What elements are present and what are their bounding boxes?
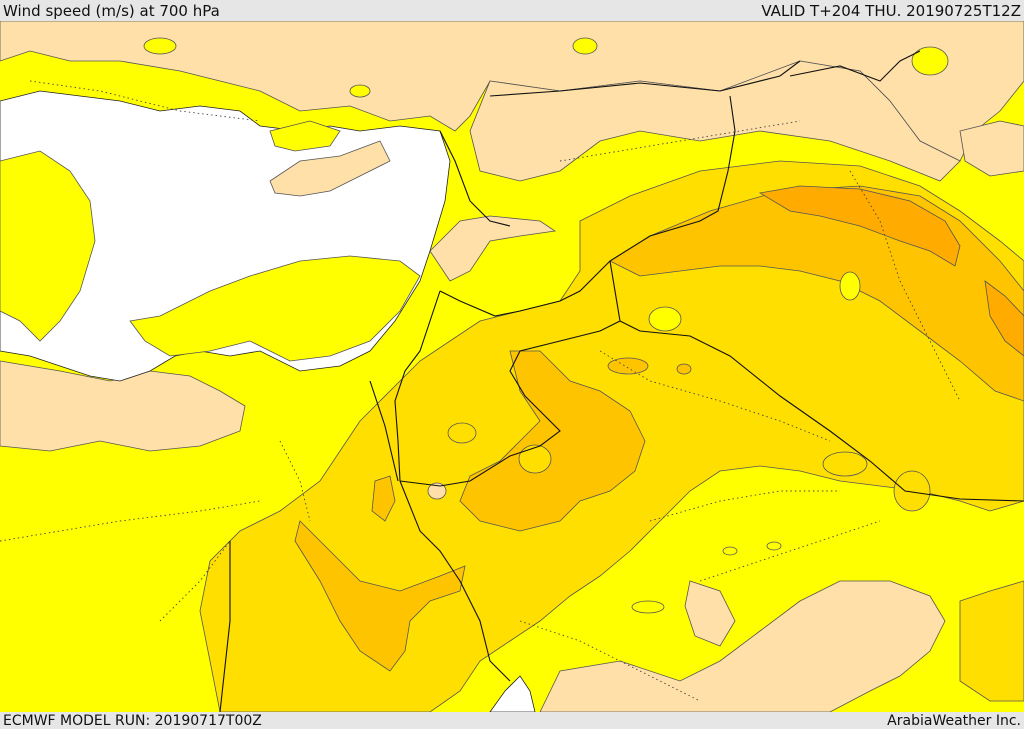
province-boundaries [0, 80, 961, 702]
low-wind-areas [0, 21, 1024, 712]
very-strong-wind-areas [758, 185, 1024, 357]
model-run-label: ECMWF MODEL RUN: 20190717T00Z [3, 712, 262, 729]
sea-wind-patches [0, 120, 421, 362]
valid-time-label: VALID T+204 THU. 20190725T12Z [761, 1, 1021, 20]
credit-label: ArabiaWeather Inc. [887, 712, 1021, 729]
map-title: Wind speed (m/s) at 700 hPa [3, 1, 220, 20]
country-borders [219, 50, 1024, 712]
header-bar: Wind speed (m/s) at 700 hPa VALID T+204 … [0, 0, 1024, 21]
wind-speed-map[interactable] [0, 21, 1024, 712]
small-wind-patches [143, 37, 949, 614]
footer-bar: ECMWF MODEL RUN: 20190717T00Z ArabiaWeat… [0, 712, 1024, 729]
